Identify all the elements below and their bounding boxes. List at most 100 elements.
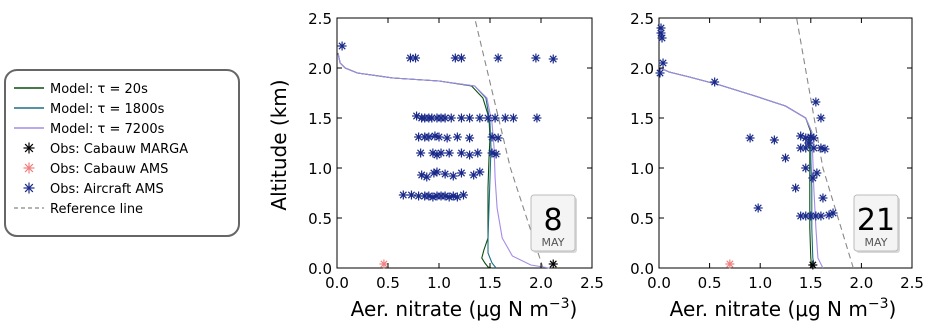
legend-label: Model: τ = 20s	[50, 82, 148, 97]
obs-point	[450, 53, 460, 63]
y-tick-label: 2.0	[630, 60, 654, 78]
obs-point	[493, 53, 503, 63]
legend-frame	[4, 69, 240, 237]
x-tick-label: 0.0	[325, 274, 349, 292]
obs-point	[440, 169, 450, 179]
legend-entry: Reference line	[14, 202, 143, 217]
obs-point	[816, 113, 826, 123]
calendar-month: MAY	[865, 236, 888, 249]
x-tick-label: 2.5	[580, 274, 604, 292]
x-tick-label: 1.5	[478, 274, 502, 292]
x-axis-label-may-21: Aer. nitrate (μg N m−3)	[670, 296, 897, 321]
obs-point	[818, 193, 828, 203]
y-tick-label: 2.5	[630, 10, 654, 28]
obs-point	[444, 148, 454, 158]
obs-point	[487, 132, 497, 142]
y-axis-label: Altitude (km)	[267, 79, 291, 210]
legend-label: Model: τ = 7200s	[50, 122, 165, 137]
obs-point	[828, 208, 838, 218]
obs-point	[753, 203, 763, 213]
obs-point	[458, 190, 468, 200]
obs-point	[475, 167, 485, 177]
obs-point	[434, 132, 444, 142]
obs-point	[769, 135, 779, 145]
y-tick-label: 1.0	[630, 160, 654, 178]
y-tick-label: 1.0	[308, 160, 332, 178]
x-tick-label: 1.0	[427, 274, 451, 292]
legend-entry: Model: τ = 1800s	[14, 102, 165, 117]
plot-frame-may-21	[658, 17, 913, 269]
obs-point	[725, 259, 735, 269]
y-tick-label: 0.5	[308, 210, 332, 228]
obs-point	[809, 143, 819, 153]
obs-point	[465, 113, 475, 123]
y-tick-label: 0.0	[630, 260, 654, 278]
obs-point	[452, 192, 462, 202]
obs-point	[493, 133, 503, 143]
obs-point	[446, 113, 456, 123]
legend-entry: Obs: Cabauw MARGA	[23, 142, 188, 157]
obs-point	[811, 97, 821, 107]
obs-point	[816, 211, 826, 221]
obs-point	[473, 148, 483, 158]
legend-label: Reference line	[50, 202, 143, 217]
legend-label: Obs: Cabauw AMS	[50, 162, 168, 177]
obs-point	[465, 150, 475, 160]
obs-point	[456, 148, 466, 158]
series-line-model-7200s	[659, 67, 824, 269]
obs-point	[491, 149, 501, 159]
obs-point	[820, 144, 830, 154]
obs-point	[791, 183, 801, 193]
calendar-day: 21	[857, 203, 895, 238]
obs-point	[422, 172, 432, 182]
obs-point	[500, 113, 510, 123]
x-axis-label-may-8: Aer. nitrate (μg N m−3)	[351, 296, 578, 321]
calendar-day: 8	[543, 203, 562, 238]
x-tick-label: 2.0	[529, 274, 553, 292]
panel-may-8: 0.0 0.5 1.0 1.5 2.0 2.5 0.0 0.5 1.0 1.5 2.0 2.5 8 M…	[267, 10, 604, 321]
legend-star-icon	[23, 142, 35, 154]
obs-point	[812, 168, 822, 178]
calendar-icon: 21 MAY	[853, 194, 900, 253]
obs-point	[448, 171, 458, 181]
y-tick-label: 2.5	[308, 10, 332, 28]
obs-point	[658, 58, 668, 68]
obs-point	[745, 133, 755, 143]
obs-point	[416, 148, 426, 158]
obs-point	[801, 163, 811, 173]
obs-point	[456, 53, 466, 63]
series-line-reference-line	[796, 17, 854, 269]
obs-point	[436, 148, 446, 158]
obs-point	[432, 167, 442, 177]
obs-point	[655, 68, 665, 78]
calendar-month: MAY	[542, 236, 565, 249]
obs-point	[456, 113, 466, 123]
y-tick-label: 1.5	[630, 110, 654, 128]
obs-point	[490, 113, 500, 123]
obs-point	[657, 33, 667, 43]
obs-point	[427, 113, 437, 123]
x-tick-label: 1.0	[748, 274, 772, 292]
obs-point	[406, 190, 416, 200]
y-tick-label: 2.0	[308, 60, 332, 78]
legend-entry: Obs: Aircraft AMS	[23, 182, 164, 197]
obs-point	[531, 53, 541, 63]
series-line-model-20s	[659, 67, 813, 269]
legend-entry: Model: τ = 20s	[14, 82, 148, 97]
legend-star-icon	[23, 182, 35, 194]
y-tick-label: 0.5	[630, 210, 654, 228]
legend-entry: Obs: Cabauw AMS	[23, 162, 168, 177]
obs-point	[456, 168, 466, 178]
legend-label: Obs: Aircraft AMS	[50, 182, 164, 197]
obs-point	[781, 153, 790, 163]
legend-label: Model: τ = 1800s	[50, 102, 165, 117]
legend-label: Obs: Cabauw MARGA	[50, 142, 188, 157]
legend: Model: τ = 20s Model: τ = 1800s Model: τ =…	[4, 69, 240, 237]
obs-point	[796, 143, 806, 153]
obs-point	[475, 113, 485, 123]
obs-point	[452, 132, 462, 142]
series-line-model-7200s	[337, 52, 550, 269]
obs-point	[508, 113, 518, 123]
series-line-model-1800s	[659, 67, 816, 269]
